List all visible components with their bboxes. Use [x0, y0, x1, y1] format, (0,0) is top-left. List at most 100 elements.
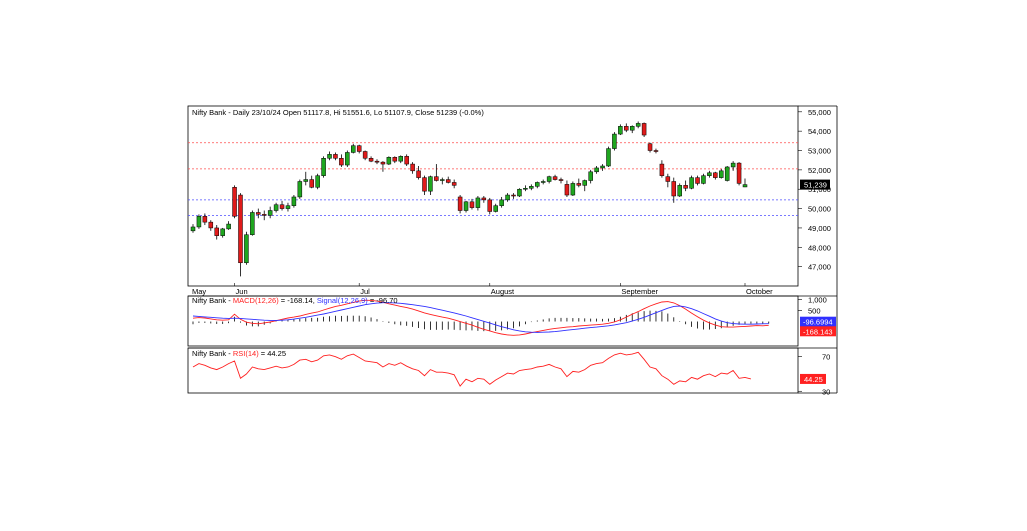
price-y-tick-label: 49,000: [808, 224, 831, 233]
rsi-panel-frame: [187, 347, 799, 394]
rsi-legend: Nifty Bank - RSI(14) = 44.25: [192, 349, 286, 358]
candle-body: [445, 179, 451, 183]
price-y-tick-label: 47,000: [808, 263, 831, 272]
month-label: May: [192, 287, 206, 296]
candle-body: [321, 158, 326, 176]
candle-body: [564, 184, 570, 196]
candle-body: [339, 158, 344, 166]
rsi-value-label: 44.25: [804, 375, 823, 384]
candle-body: [499, 199, 504, 206]
price-y-tick-label: 54,000: [808, 127, 831, 136]
candle-body: [570, 183, 576, 196]
candle-body: [220, 228, 225, 236]
macd-value-label: -168.143: [803, 327, 833, 336]
price-y-tick-label: 52,000: [808, 166, 831, 175]
candle-body: [487, 199, 493, 212]
candle-body: [208, 221, 214, 229]
price-y-tick-label: 55,000: [808, 108, 831, 117]
candle-body: [624, 126, 629, 131]
candle-body: [279, 204, 285, 209]
candle-body: [540, 181, 546, 183]
macd-legend-part: Signal(12,26,9): [317, 296, 368, 305]
candle-body: [647, 143, 653, 151]
candle-body: [202, 216, 208, 223]
candle-body: [356, 145, 362, 152]
candle-body: [362, 151, 368, 159]
candle-body: [392, 157, 398, 162]
candle-body: [475, 197, 481, 208]
candle-body: [535, 182, 540, 187]
candle-body: [695, 177, 700, 184]
candle-body: [742, 184, 748, 188]
candle-body: [713, 172, 718, 178]
candle-body: [546, 176, 552, 182]
candle-body: [327, 154, 332, 159]
macd-legend-part: = -96.70: [368, 296, 398, 305]
price-y-tick-label: 51,000: [808, 185, 831, 194]
candle-body: [333, 154, 338, 159]
candle-body: [410, 163, 415, 172]
candle-body: [232, 187, 237, 217]
rsi-legend-part: RSI(14): [233, 349, 259, 358]
macd-y-tick-label: 1,000: [808, 295, 827, 304]
candle-body: [244, 234, 249, 264]
candle-body: [291, 196, 297, 206]
candle-body: [493, 205, 498, 212]
candle-body: [730, 162, 736, 168]
candle-body: [659, 163, 665, 176]
candle-body: [618, 126, 623, 135]
candle-body: [386, 157, 392, 165]
rsi-y-tick-label: 30: [822, 387, 830, 396]
candle-body: [404, 156, 409, 165]
candle-body: [588, 171, 593, 181]
macd-value-tag: [800, 326, 836, 337]
candle-body: [374, 160, 380, 163]
candle-body: [214, 227, 219, 236]
month-label: Jun: [236, 287, 248, 296]
candle-body: [641, 123, 647, 136]
signal-value-label: -96.6994: [803, 318, 833, 327]
candle-body: [665, 176, 671, 182]
candle-body: [612, 133, 617, 149]
month-label: September: [621, 287, 658, 296]
candle-body: [523, 188, 528, 190]
candle-body: [196, 216, 202, 228]
candle-body: [552, 176, 558, 180]
macd-line: [192, 299, 769, 336]
month-label: August: [491, 287, 515, 296]
candle-body: [511, 194, 516, 197]
candle-body: [671, 181, 677, 197]
candle-body: [256, 212, 261, 215]
candle-body: [594, 167, 599, 173]
candle-body: [600, 165, 605, 169]
rsi-legend-part: -: [226, 349, 233, 358]
candle-body: [505, 194, 510, 201]
candle-body: [440, 179, 445, 181]
candle-body: [606, 148, 611, 167]
candle-body: [345, 152, 350, 166]
price-chart-title: Nifty Bank - Daily 23/10/24 Open 51117.8…: [192, 108, 484, 117]
candle-body: [481, 197, 487, 201]
signal-value-tag: [800, 316, 836, 327]
candle-body: [250, 212, 255, 235]
macd-legend-part: MACD(12,26): [233, 296, 279, 305]
rsi-legend-part: Nifty Bank: [192, 349, 226, 358]
candle-body: [529, 186, 534, 189]
price-y-tick-label: 48,000: [808, 243, 831, 252]
rsi-value-tag: [800, 373, 826, 384]
candle-body: [368, 158, 374, 162]
macd-panel-frame: [187, 295, 799, 347]
rsi-line: [192, 351, 752, 387]
candle-body: [190, 226, 196, 232]
candle-body: [451, 182, 457, 186]
candle-body: [267, 210, 273, 216]
price-panel-frame: [187, 105, 799, 287]
candle-body: [683, 185, 688, 189]
rsi-legend-part: = 44.25: [259, 349, 286, 358]
candle-body: [398, 156, 403, 162]
candle-body: [457, 196, 463, 211]
candle-body: [226, 223, 231, 230]
candle-body: [416, 170, 421, 178]
